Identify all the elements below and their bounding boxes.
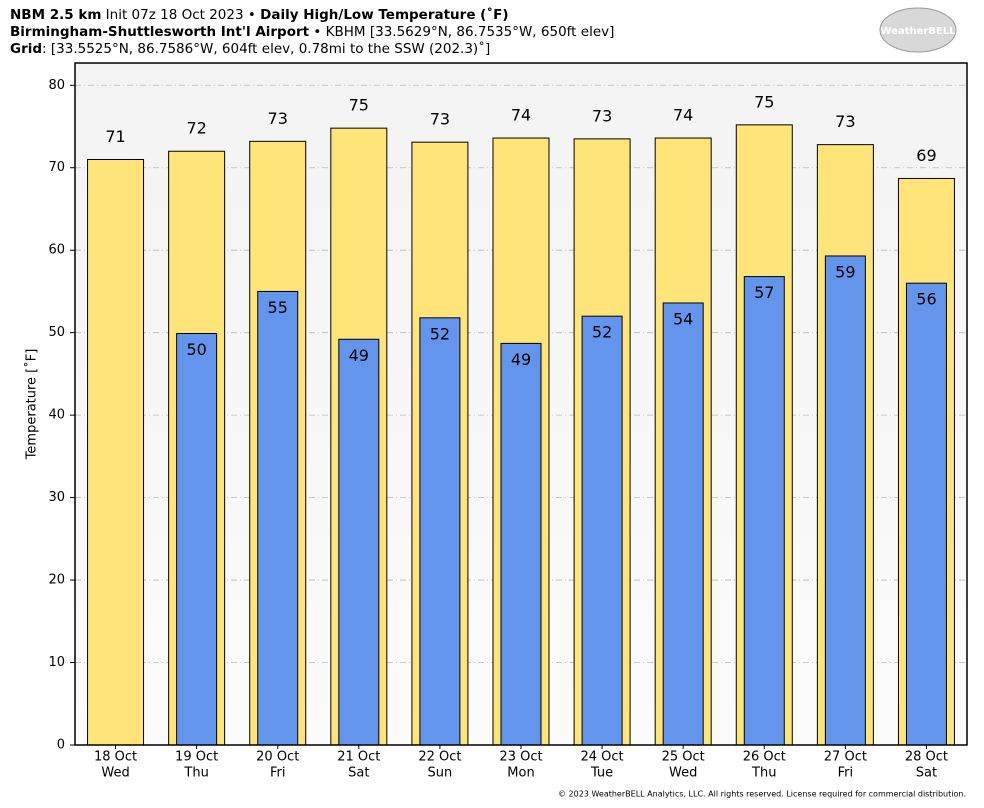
footer: © 2023 WeatherBELL Analytics, LLC. All r… [558, 790, 966, 799]
y-tick-label: 60 [48, 243, 65, 258]
value-label: 73 [268, 109, 288, 128]
y-tick-label: 10 [48, 655, 65, 670]
value-label: 69 [916, 146, 936, 165]
x-tick-label: Fri [270, 766, 286, 781]
x-tick-label: 23 Oct [499, 750, 542, 765]
value-label: 73 [835, 112, 855, 131]
y-tick-label: 70 [48, 160, 65, 175]
value-label: 72 [186, 119, 206, 138]
header-segment: • KBHM [33.5629°N, 86.7535°W, 650ft elev… [309, 24, 614, 40]
x-tick-label: 22 Oct [418, 750, 461, 765]
x-tick-label: 20 Oct [256, 750, 299, 765]
bar [87, 158, 145, 746]
y-tick-label: 30 [48, 490, 65, 505]
value-label: 73 [430, 110, 450, 129]
x-tick-label: Sun [428, 766, 453, 781]
header-segment: NBM 2.5 km [10, 7, 101, 23]
x-tick-label: 18 Oct [94, 750, 137, 765]
logo: WeatherBELL [880, 26, 956, 37]
value-label: 74 [511, 106, 531, 125]
x-tick-label: Mon [507, 766, 534, 781]
header-segment: : [33.5525°N, 86.7586°W, 604ft elev, 0.7… [42, 40, 490, 57]
value-label: 49 [511, 350, 531, 369]
plot-frame [74, 62, 968, 746]
bar [500, 342, 542, 746]
header-line: Grid: [33.5525°N, 86.7586°W, 604ft elev,… [10, 40, 490, 57]
value-label: 50 [186, 340, 206, 359]
x-tick-label: 26 Oct [743, 750, 786, 765]
value-label: 49 [349, 346, 369, 365]
header-segment: Daily High/Low Temperature (˚F) [260, 6, 508, 23]
y-axis-label: Temperature [˚F] [24, 349, 40, 461]
x-tick-label: Wed [669, 766, 697, 781]
x-tick-label: Sat [916, 766, 937, 781]
bar [338, 338, 380, 746]
value-label: 59 [835, 262, 855, 281]
x-tick-label: 21 Oct [337, 750, 380, 765]
bar [743, 276, 785, 746]
header-line: NBM 2.5 km Init 07z 18 Oct 2023 • Daily … [10, 6, 509, 23]
header-segment: Init 07z 18 Oct 2023 • [101, 7, 260, 23]
value-label: 75 [754, 92, 774, 111]
header-line: Birmingham-Shuttlesworth Int'l Airport •… [10, 24, 614, 40]
value-label: 54 [673, 309, 693, 328]
y-tick-label: 20 [48, 573, 65, 588]
x-tick-label: Wed [101, 766, 129, 781]
bar [662, 302, 704, 746]
value-label: 56 [916, 290, 936, 309]
bar [176, 332, 218, 746]
value-label: 74 [673, 106, 693, 125]
value-label: 57 [754, 283, 774, 302]
y-tick-label: 50 [48, 325, 65, 340]
bar [824, 255, 866, 746]
logo-badge [879, 7, 957, 53]
x-tick-label: 28 Oct [905, 750, 948, 765]
value-label: 55 [268, 298, 288, 317]
x-tick-label: Thu [183, 766, 208, 781]
y-tick-label: 40 [48, 408, 65, 423]
bar [581, 315, 623, 746]
value-label: 73 [592, 106, 612, 125]
value-label: 52 [592, 323, 612, 342]
x-tick-label: Tue [590, 766, 613, 781]
x-tick-label: 25 Oct [662, 750, 705, 765]
y-tick-label: 0 [57, 738, 65, 753]
x-tick-label: Sat [348, 766, 369, 781]
value-label: 75 [349, 96, 369, 115]
bar [905, 282, 947, 746]
x-tick-label: Thu [751, 766, 776, 781]
value-label: 52 [430, 324, 450, 343]
x-tick-label: 19 Oct [175, 750, 218, 765]
header-segment: Birmingham-Shuttlesworth Int'l Airport [10, 24, 310, 40]
x-tick-label: 24 Oct [581, 750, 624, 765]
bar [419, 317, 461, 746]
x-tick-label: 27 Oct [824, 750, 867, 765]
y-tick-label: 80 [48, 78, 65, 93]
value-label: 71 [105, 127, 125, 146]
x-tick-label: Fri [838, 766, 854, 781]
bar [257, 290, 299, 746]
header-segment: Grid [10, 41, 42, 57]
